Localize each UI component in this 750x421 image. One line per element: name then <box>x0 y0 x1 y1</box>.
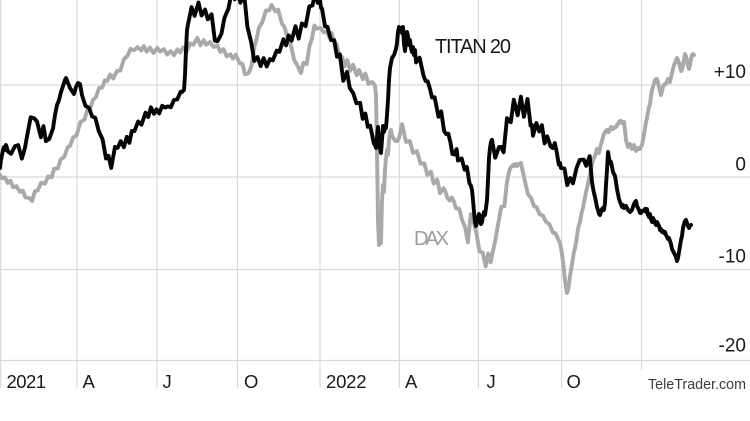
svg-text:-20: -20 <box>719 336 746 357</box>
svg-text:A: A <box>83 371 96 392</box>
svg-text:2022: 2022 <box>326 371 367 392</box>
svg-text:A: A <box>405 371 418 392</box>
svg-text:DAX: DAX <box>414 228 449 250</box>
svg-text:TeleTrader.com: TeleTrader.com <box>648 377 746 393</box>
svg-text:-10: -10 <box>719 247 746 268</box>
svg-text:O: O <box>244 371 258 392</box>
svg-text:TITAN 20: TITAN 20 <box>435 36 511 58</box>
svg-text:0: 0 <box>735 155 746 176</box>
svg-text:J: J <box>163 371 172 392</box>
svg-text:O: O <box>567 371 581 392</box>
svg-text:+10: +10 <box>714 62 746 83</box>
svg-text:J: J <box>487 371 496 392</box>
svg-text:2021: 2021 <box>7 371 47 392</box>
